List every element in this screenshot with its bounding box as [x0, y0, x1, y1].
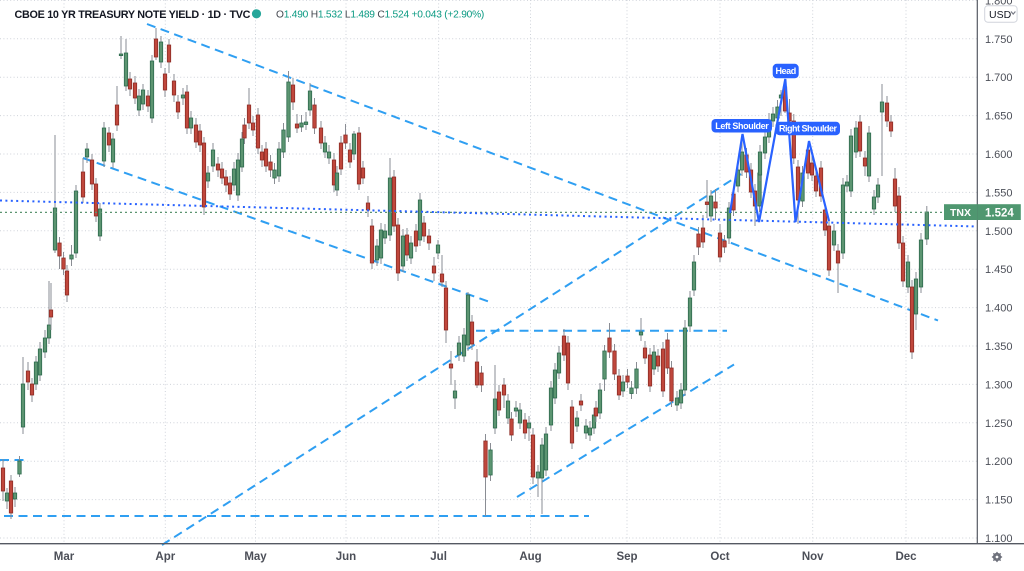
svg-text:Sep: Sep	[616, 551, 637, 563]
svg-text:1.700: 1.700	[985, 72, 1013, 84]
svg-text:Nov: Nov	[802, 551, 824, 563]
svg-text:Mar: Mar	[54, 551, 75, 563]
svg-text:1.450: 1.450	[985, 264, 1013, 276]
svg-text:Right Shoulder: Right Shoulder	[779, 124, 837, 134]
svg-text:1.650: 1.650	[985, 111, 1013, 123]
svg-text:1.100: 1.100	[985, 533, 1013, 545]
svg-text:CBOE 10 YR TREASURY NOTE YIELD: CBOE 10 YR TREASURY NOTE YIELD · 1D · TV…	[15, 9, 251, 21]
svg-text:Head: Head	[775, 66, 796, 76]
svg-text:1.300: 1.300	[985, 379, 1013, 391]
svg-text:1.500: 1.500	[985, 226, 1013, 238]
svg-text:TNX: TNX	[950, 207, 971, 219]
svg-text:USD: USD	[989, 9, 1012, 21]
svg-text:Jul: Jul	[430, 551, 447, 563]
svg-text:Oct: Oct	[710, 551, 729, 563]
svg-text:Dec: Dec	[895, 551, 917, 563]
svg-text:1.150: 1.150	[985, 495, 1013, 507]
svg-text:1.400: 1.400	[985, 303, 1013, 315]
svg-text:Left Shoulder: Left Shoulder	[715, 121, 769, 131]
svg-text:1.600: 1.600	[985, 149, 1013, 161]
svg-text:1.250: 1.250	[985, 418, 1013, 430]
svg-text:1.750: 1.750	[985, 34, 1013, 46]
svg-text:1.200: 1.200	[985, 456, 1013, 468]
svg-text:1.524: 1.524	[985, 207, 1014, 219]
svg-text:Apr: Apr	[155, 551, 175, 563]
svg-text:1.550: 1.550	[985, 187, 1013, 199]
svg-text:1.350: 1.350	[985, 341, 1013, 353]
svg-text:Aug: Aug	[519, 551, 541, 563]
svg-text:O1.490 H1.532 L1.489 C1.524 +0: O1.490 H1.532 L1.489 C1.524 +0.043 (+2.9…	[276, 10, 484, 21]
svg-text:Jun: Jun	[336, 551, 356, 563]
svg-text:May: May	[244, 551, 267, 563]
svg-text:1.800: 1.800	[985, 0, 1013, 7]
